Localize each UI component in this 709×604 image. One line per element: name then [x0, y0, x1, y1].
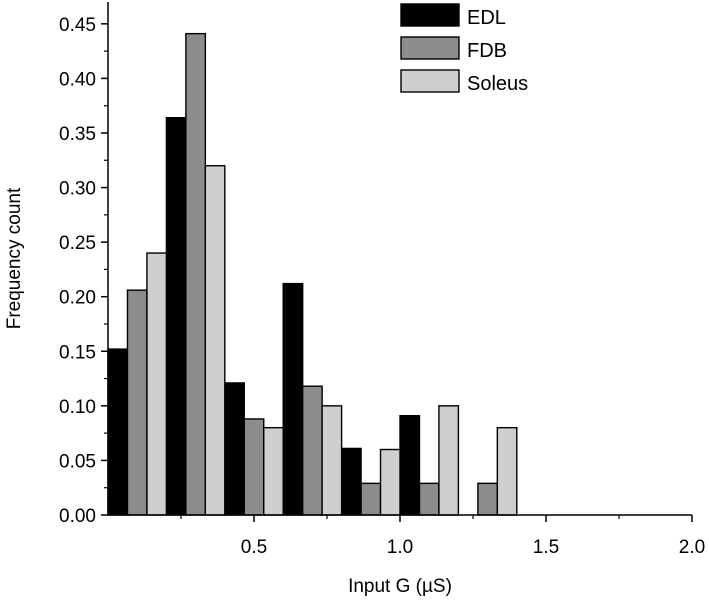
x-tick-label: 2.0 [679, 537, 705, 558]
y-tick-label: 0.45 [59, 15, 96, 36]
y-tick-label: 0.10 [59, 397, 96, 418]
legend-swatch-fdb [400, 36, 460, 60]
bar-soleus-4 [379, 448, 401, 516]
bar-edl-5 [399, 414, 421, 516]
bar-soleus-1 [204, 165, 226, 516]
legend: EDL FDB Soleus [400, 3, 528, 95]
y-tick-label: 0.25 [59, 233, 96, 254]
legend-swatch-edl [400, 3, 460, 27]
bar-soleus-2 [263, 426, 284, 516]
y-tick-label: 0.35 [59, 124, 96, 145]
y-ticks: 0.00 0.05 0.10 0.15 0.20 0.25 0.30 0.35 0.40 0.45 [59, 15, 108, 527]
y-tick-label: 0.00 [59, 506, 96, 527]
y-tick-label: 0.30 [59, 179, 96, 200]
y-axis-title: Frequency count [4, 187, 25, 329]
x-tick-label: 1.0 [387, 537, 413, 558]
bar-edl-3 [282, 282, 304, 516]
y-tick-label: 0.40 [59, 69, 96, 90]
y-tick-label: 0.15 [59, 342, 96, 363]
legend-label-soleus: Soleus [467, 73, 528, 95]
y-tick-label: 0.05 [59, 451, 96, 472]
bar-soleus-6 [496, 426, 518, 516]
bar-fdb-5 [418, 482, 440, 516]
x-axis-title: Input G (µS) [348, 576, 452, 597]
bar-fdb-3 [301, 385, 323, 516]
x-tick-label: 1.5 [533, 537, 559, 558]
x-tick-label: 0.5 [241, 537, 267, 558]
bar-fdb-4 [360, 482, 382, 516]
y-tick-label: 0.20 [59, 288, 96, 309]
bar-soleus-0 [146, 252, 168, 516]
bar-fdb-1 [185, 32, 207, 516]
bar-fdb-2 [243, 418, 265, 516]
legend-label-fdb: FDB [467, 40, 507, 62]
x-ticks: 0.5 1.0 1.5 2.0 [180, 515, 705, 558]
bar-edl-2 [224, 382, 245, 516]
bar-edl-4 [340, 447, 362, 516]
bar-fdb-0 [126, 289, 148, 516]
bar-fdb-6 [477, 482, 499, 516]
legend-label-edl: EDL [467, 7, 506, 29]
legend-swatch-soleus [400, 69, 460, 93]
bar-soleus-3 [321, 405, 343, 516]
bar-edl-0 [107, 348, 129, 516]
bar-soleus-5 [438, 405, 460, 516]
bar-edl-1 [165, 116, 187, 516]
bars-layer [107, 32, 518, 516]
